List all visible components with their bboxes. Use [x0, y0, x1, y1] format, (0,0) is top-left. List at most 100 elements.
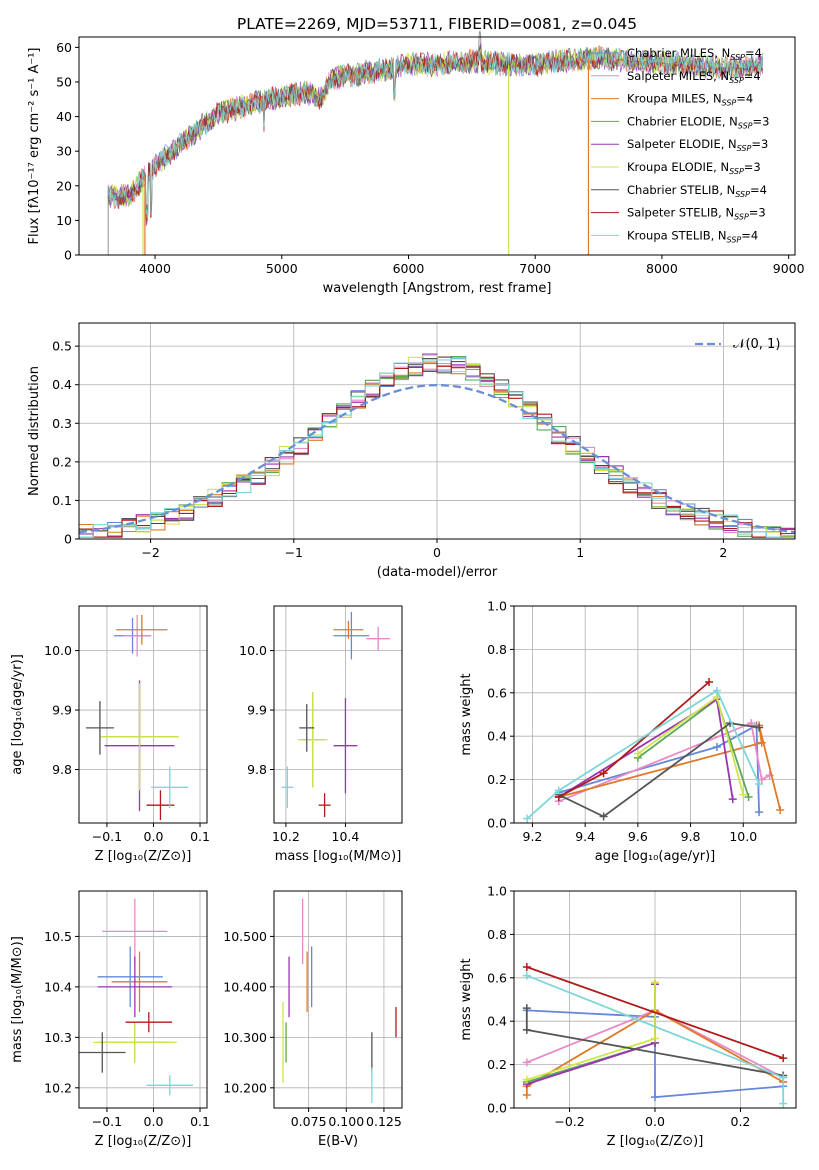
y-tick-label: 10.200 — [223, 1080, 267, 1095]
y-tick-label: 10.500 — [223, 929, 267, 944]
y-tick-label: 0.2 — [487, 772, 507, 787]
series-marker — [651, 1034, 659, 1043]
series-6 — [522, 978, 659, 1084]
tick-labels: 0.075 0.100 0.125 10.200 10.300 10.400 10.500 — [223, 929, 402, 1129]
x-tick-label: 0.0 — [144, 1114, 164, 1129]
y-tick-label: 0.4 — [487, 1014, 507, 1029]
series-marker — [522, 1004, 531, 1013]
errorbar-point — [366, 626, 391, 651]
x-tick-label: 0.075 — [291, 1114, 327, 1129]
series-line — [526, 966, 784, 1059]
y-tick-label: 0.4 — [52, 377, 72, 392]
y-tick-label: 60 — [56, 40, 72, 55]
x-tick-label: 9.4 — [575, 829, 595, 844]
y-tick-label: 10.0 — [44, 643, 72, 658]
series-marker — [779, 1054, 788, 1063]
y-tick-label: 50 — [56, 74, 72, 89]
y-tick-label: 0.8 — [487, 927, 507, 942]
grid-lines — [79, 606, 207, 823]
grid-lines — [274, 891, 402, 1108]
y-tick-label: 9.9 — [52, 703, 72, 718]
panel-mass_vs_EBV: 0.075 0.100 0.125 10.200 10.300 10.400 10.500 E… — [223, 890, 403, 1149]
x-tick-label: 0 — [433, 545, 441, 560]
panels: 4000 5000 6000 7000 8000 90000102030405060wav… — [10, 30, 805, 1149]
series-marker — [554, 786, 563, 795]
axes-frame — [78, 605, 208, 824]
y-tick-label: 40 — [56, 109, 72, 124]
y-tick-label: 0.3 — [52, 416, 72, 431]
x-tick-label: 6000 — [393, 261, 425, 276]
series-marker — [599, 769, 608, 778]
y-tick-label: 1.0 — [487, 599, 507, 614]
y-tick-label: 9.8 — [247, 762, 267, 777]
panel-age_vs_mass: 10.2 10.4 9.8 9.9 10.0 mass [log₁₀(M/M⊙)] — [239, 605, 403, 864]
x-tick-label: −0.2 — [554, 1114, 584, 1129]
series-marker — [522, 1058, 531, 1067]
y-tick-label: 0.0 — [487, 816, 507, 831]
series-marker — [779, 1073, 788, 1082]
series-marker — [599, 812, 608, 821]
series-marker — [522, 1025, 531, 1034]
y-axis-label: mass weight — [459, 673, 474, 755]
x-tick-label: 9.8 — [681, 829, 701, 844]
series-marker — [755, 808, 764, 817]
tick-labels: −0.1 0.0 0.1 10.2 10.3 10.4 10.5 — [44, 929, 210, 1129]
x-tick-label: 1 — [576, 545, 584, 560]
x-tick-label: 0.0 — [144, 829, 164, 844]
errorbar-point — [79, 1032, 126, 1073]
y-axis-label: mass [log₁₀(M/M⊙)] — [10, 936, 25, 1063]
x-axis-label: Z [log₁₀(Z/Z⊙)] — [607, 1134, 704, 1149]
x-tick-label: 0.2 — [731, 1114, 751, 1129]
y-tick-label: 10.2 — [44, 1080, 72, 1095]
x-tick-label: 5000 — [266, 261, 298, 276]
x-axis-label: age [log₁₀(age/yr)] — [595, 849, 716, 864]
plot-area — [523, 677, 785, 823]
panel-residuals: −2 −1 0 1 2 0 0.1 0.2 0.3 0.4 0.5 (data-model)/erro… — [27, 322, 796, 580]
plot-area — [78, 353, 796, 538]
legend-label: Chabrier STELIB, NSSP=4 — [627, 183, 767, 199]
y-tick-label: 20 — [56, 178, 72, 193]
series-9 — [522, 971, 788, 1108]
legend: Chabrier MILES, NSSP=4 Salpeter MILES, NS… — [591, 46, 769, 244]
plot-area — [107, 30, 764, 255]
series-marker — [712, 686, 721, 695]
tick-labels: −2 −1 0 1 2 0 0.1 0.2 0.3 0.4 0.5 — [52, 339, 727, 560]
errorbar-point — [333, 698, 358, 794]
y-tick-label: 0.2 — [52, 454, 72, 469]
legend-label: Chabrier MILES, NSSP=4 — [627, 46, 762, 62]
x-tick-label: 0.125 — [366, 1114, 402, 1129]
series-marker — [728, 795, 737, 804]
figure-title: PLATE=2269, MJD=53711, FIBERID=0081, z=0… — [237, 15, 637, 33]
y-tick-label: 10.5 — [44, 929, 72, 944]
y-tick-label: 0.8 — [487, 642, 507, 657]
axes-frame — [273, 605, 403, 824]
x-tick-label: 9.2 — [523, 829, 543, 844]
x-axis-label: (data-model)/error — [377, 565, 498, 580]
panel-mass_weight_vs_Z: −0.2 0.0 0.2 0.0 0.2 0.4 0.6 0.8 1.0 Z [log₁₀(Z/Z… — [459, 884, 797, 1149]
series-marker — [755, 723, 764, 732]
plot-area — [522, 962, 788, 1108]
series-marker — [712, 743, 721, 752]
errorbar-point — [99, 683, 180, 791]
series-marker — [705, 677, 714, 686]
y-tick-label: 10.3 — [44, 1030, 72, 1045]
y-axis-label: age [log₁₀(age/yr)] — [10, 654, 25, 775]
spectrum-line-6 — [107, 47, 764, 220]
series-8 — [522, 962, 788, 1063]
y-axis-label: mass weight — [459, 958, 474, 1040]
errorbar-point — [102, 898, 168, 965]
y-tick-label: 10 — [56, 213, 72, 228]
legend-label: Kroupa ELODIE, NSSP=3 — [627, 160, 761, 176]
x-axis-label: Z [log₁₀(Z/Z⊙)] — [95, 849, 192, 864]
y-tick-label: 10.4 — [44, 979, 72, 994]
errorbar-point — [151, 766, 189, 809]
x-tick-label: 2 — [719, 545, 727, 560]
x-axis-label: mass [log₁₀(M/M⊙)] — [275, 849, 402, 864]
errorbar-point — [125, 1012, 173, 1033]
errorbar-point — [123, 614, 152, 657]
tick-labels: 10.2 10.4 9.8 9.9 10.0 — [239, 643, 359, 844]
y-tick-label: 30 — [56, 144, 72, 159]
x-tick-label: 4000 — [139, 261, 171, 276]
errorbar-point — [97, 956, 173, 1018]
